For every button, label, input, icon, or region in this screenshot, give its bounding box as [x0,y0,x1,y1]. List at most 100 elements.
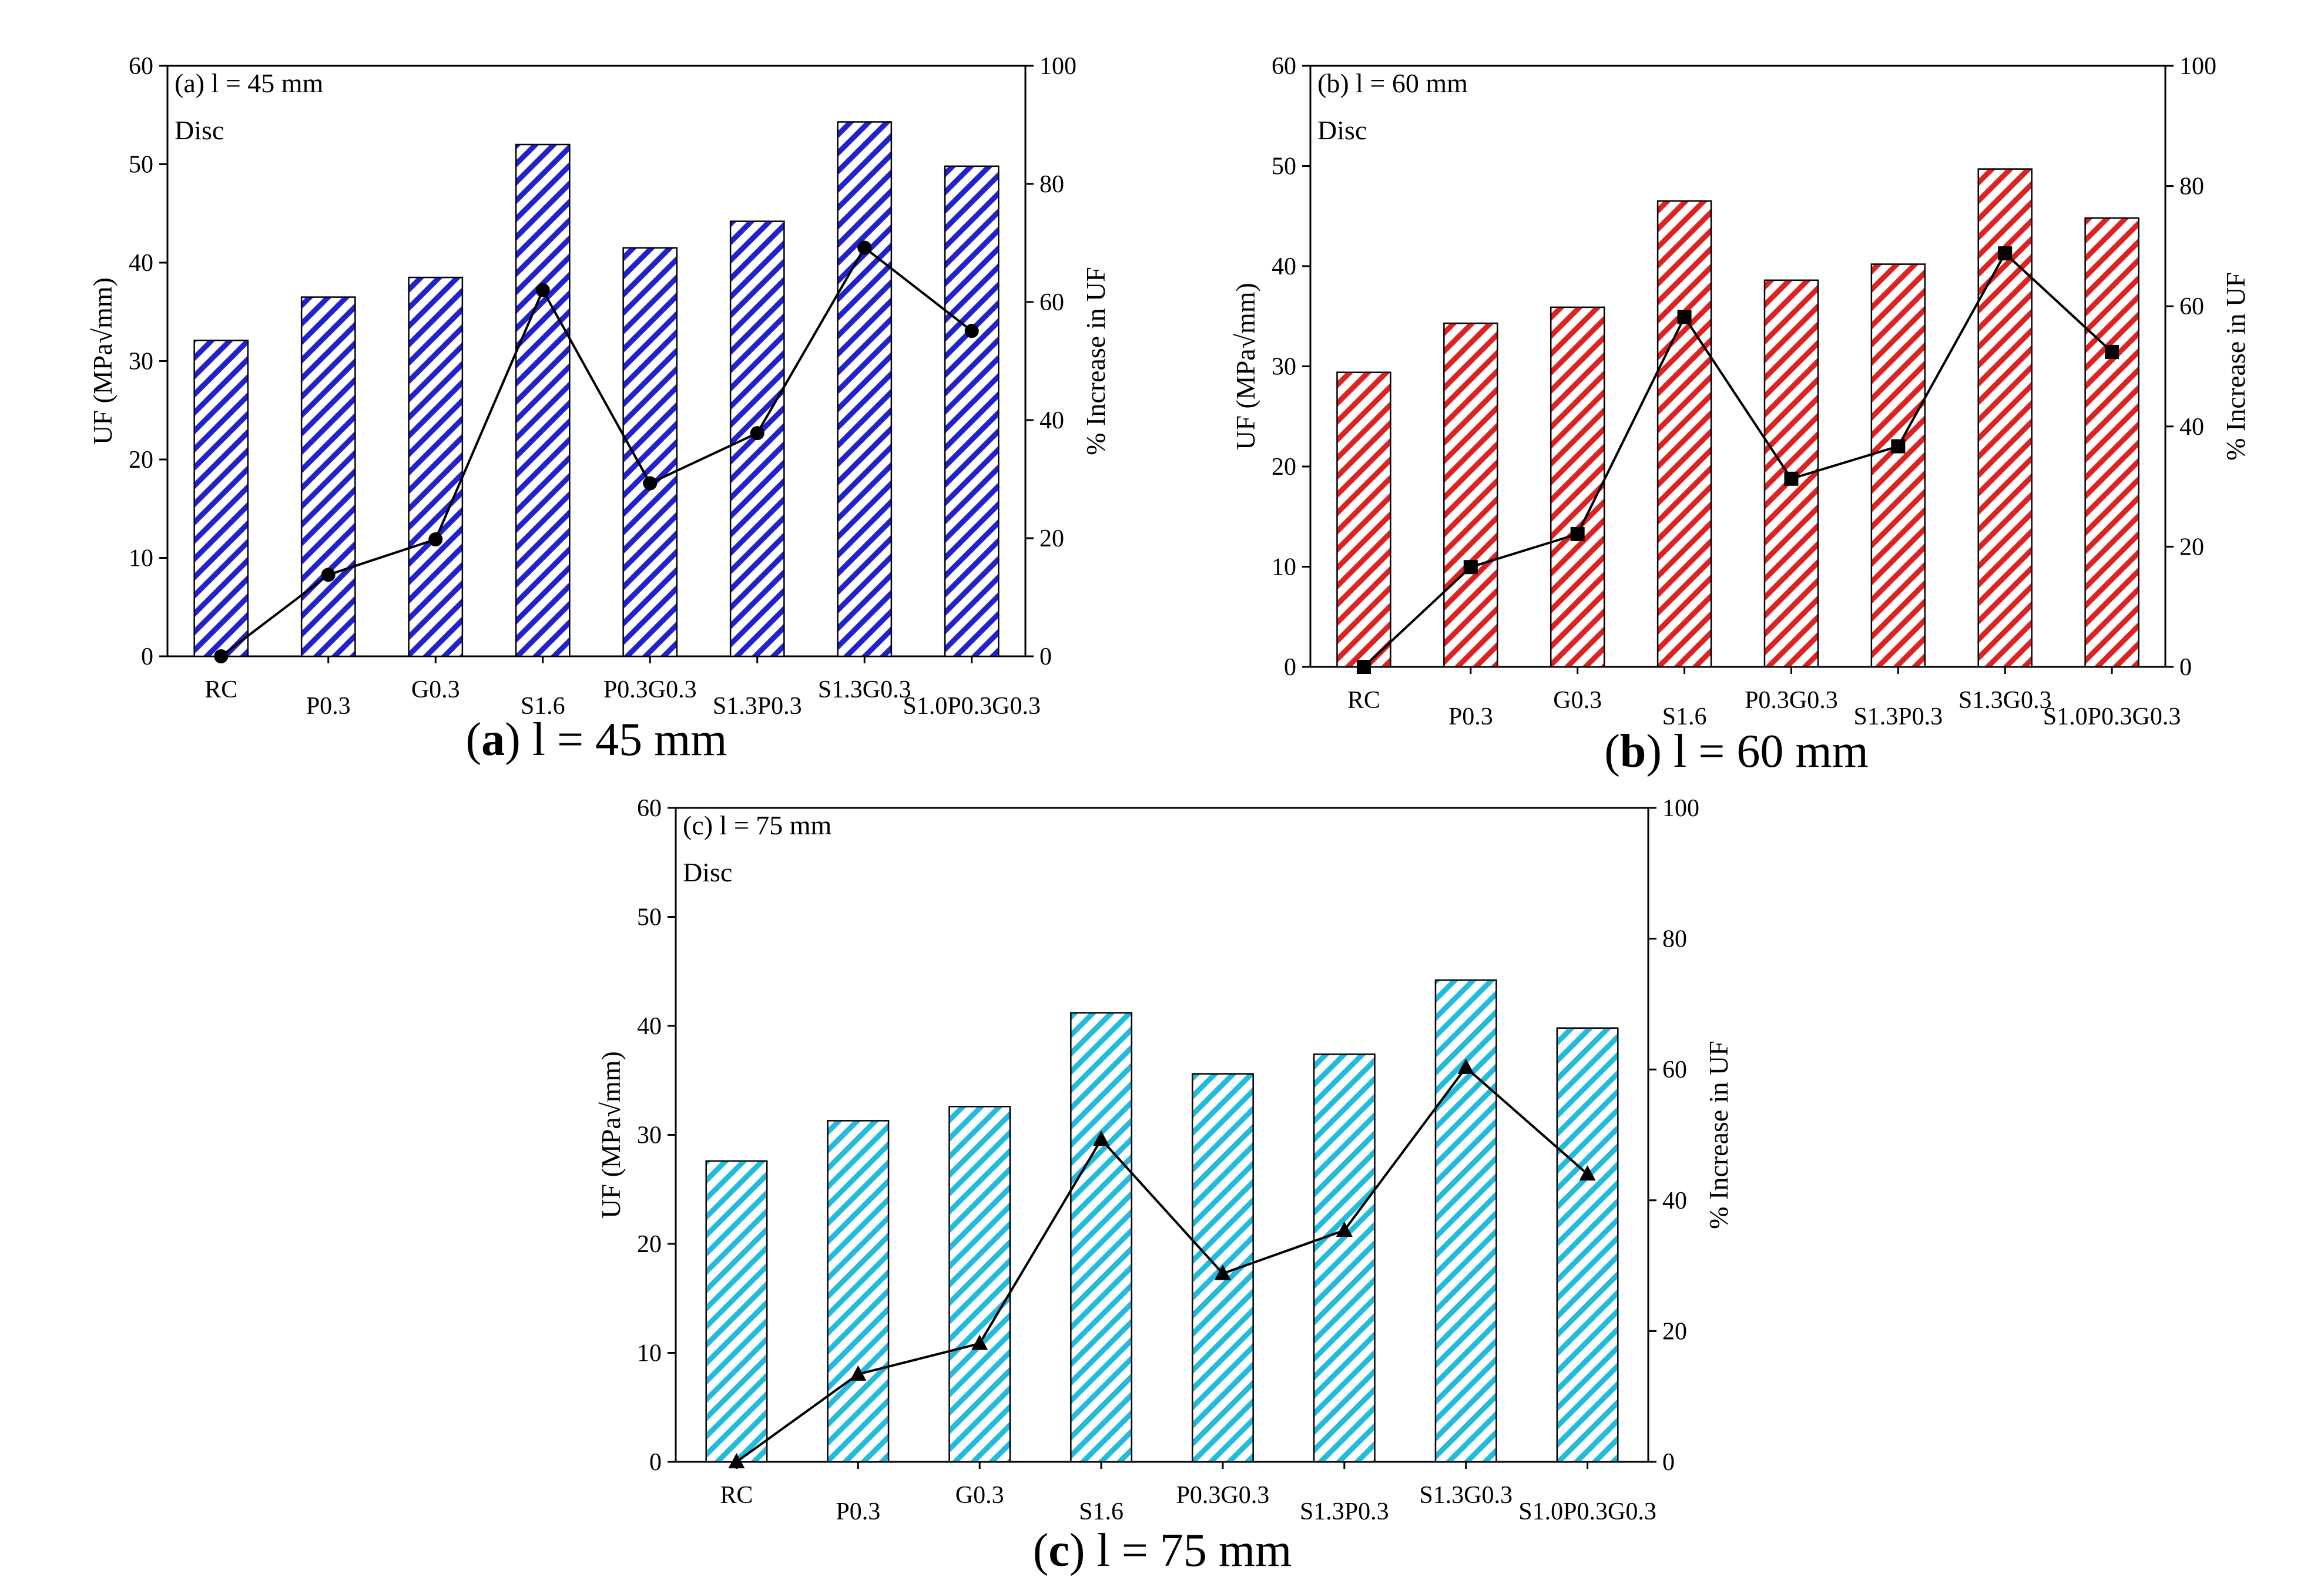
panel-caption: (a) l = 45 mm [465,714,727,766]
panel-caption: (c) l = 75 mm [1033,1525,1292,1576]
y-tick-label: 30 [637,1122,662,1149]
bar [1070,1012,1133,1463]
bar [1870,263,1926,668]
line-marker [1336,1221,1353,1237]
y-axis-label: UF (MPa√mm) [88,277,118,445]
bar [1977,168,2033,668]
bar [705,1160,768,1463]
y2-tick-label: 20 [1039,525,1064,552]
bar [2084,217,2139,668]
y-tick-label: 50 [1272,153,1296,180]
x-tick-label: G0.3 [955,1482,1004,1509]
plot-frame [675,807,1649,1463]
y2-tick-label: 40 [1039,407,1064,434]
y-tick-label: 50 [129,152,153,179]
panel-c: 0102030405060020406080100RCP0.3G0.3S1.6P… [596,795,1733,1576]
line-marker [1579,1165,1596,1181]
y-tick-label: 20 [637,1231,662,1258]
x-tick-label: S1.3G0.3 [1419,1482,1513,1509]
line-marker [964,324,979,338]
increase-line [1363,251,2113,668]
x-tick-label: S1.6 [521,693,565,720]
y2-tick-label: 60 [2179,293,2204,320]
bar [1313,1053,1376,1463]
y2-tick-label: 80 [1662,926,1687,953]
line-marker [321,568,336,582]
x-tick-label: S1.3P0.3 [1300,1498,1389,1525]
line-marker [1784,471,1799,486]
y-tick-label: 30 [1272,354,1296,381]
increase-line [736,1065,1588,1463]
y-tick-label: 20 [1272,454,1296,481]
panel-caption: (b) l = 60 mm [1604,726,1869,777]
x-tick-label: S1.0P0.3G0.3 [1518,1498,1656,1525]
y2-tick-label: 20 [2179,534,2204,561]
x-tick-label: RC [1347,687,1380,714]
plot-frame [1309,65,2167,668]
y-tick-label: 0 [649,1449,662,1476]
line-marker [2105,344,2120,359]
y2-axis-label: % Increase in UF [1703,1041,1733,1229]
panel-tag: (b) l = 60 mm [1317,68,1468,98]
line-marker [728,1453,745,1468]
y-tick-label: 60 [637,795,662,822]
x-tick-label: P0.3G0.3 [1745,687,1838,714]
bar [1556,1027,1619,1463]
y2-tick-label: 0 [1039,643,1052,670]
y2-tick-label: 40 [2179,414,2204,441]
bar [837,121,893,657]
y2-tick-label: 0 [2179,654,2192,681]
x-tick-label: P0.3 [836,1498,880,1525]
y-tick-label: 20 [129,447,153,474]
y-tick-label: 60 [129,53,153,80]
x-tick-label: S1.3G0.3 [818,676,911,703]
bar [1434,979,1497,1463]
x-tick-label: P0.3 [1448,703,1493,730]
line-marker [1677,310,1692,324]
y2-tick-label: 0 [1662,1449,1675,1476]
x-tick-label: G0.3 [1553,687,1602,714]
bar [300,296,356,657]
plot-frame [166,65,1027,657]
x-tick-label: P0.3G0.3 [603,676,697,703]
line-marker [750,426,764,441]
y-tick-label: 0 [1284,654,1296,681]
bar [193,340,249,657]
x-tick-label: P0.3G0.3 [1176,1482,1270,1509]
line-marker [1093,1130,1110,1146]
panel-tag: (a) l = 45 mm [175,68,324,98]
bar [515,143,571,657]
line-marker [428,532,443,547]
y-axis-label: UF (MPa√mm) [596,1051,626,1219]
line-marker [971,1334,988,1350]
y2-tick-label: 100 [1039,53,1077,80]
y-tick-label: 40 [637,1013,662,1040]
line-marker [1457,1058,1474,1074]
y-tick-label: 10 [637,1340,662,1367]
x-tick-label: S1.0P0.3G0.3 [903,693,1041,720]
y-tick-label: 10 [1272,554,1296,581]
x-tick-label: S1.3P0.3 [713,693,802,720]
y-axis-label: UF (MPa√mm) [1230,283,1260,450]
y2-tick-label: 40 [1662,1187,1687,1214]
line-marker [850,1365,867,1381]
bar [408,276,464,657]
line-marker [1891,439,1906,454]
y-tick-label: 40 [1272,253,1296,280]
x-tick-label: S1.6 [1662,703,1707,730]
y2-axis-label: % Increase in UF [1081,267,1111,455]
x-tick-label: S1.6 [1079,1498,1124,1525]
bar [1656,200,1712,668]
x-tick-label: G0.3 [411,676,460,703]
line-marker [857,240,872,255]
bar [827,1120,890,1463]
x-tick-label: S1.0P0.3G0.3 [2043,703,2181,730]
x-tick-label: RC [204,676,237,703]
x-tick-label: P0.3 [306,693,351,720]
line-marker [643,476,658,491]
panel-subtitle: Disc [1317,115,1367,145]
bar [1443,322,1498,668]
x-tick-label: S1.3G0.3 [1959,687,2052,714]
y-tick-label: 10 [129,545,153,572]
